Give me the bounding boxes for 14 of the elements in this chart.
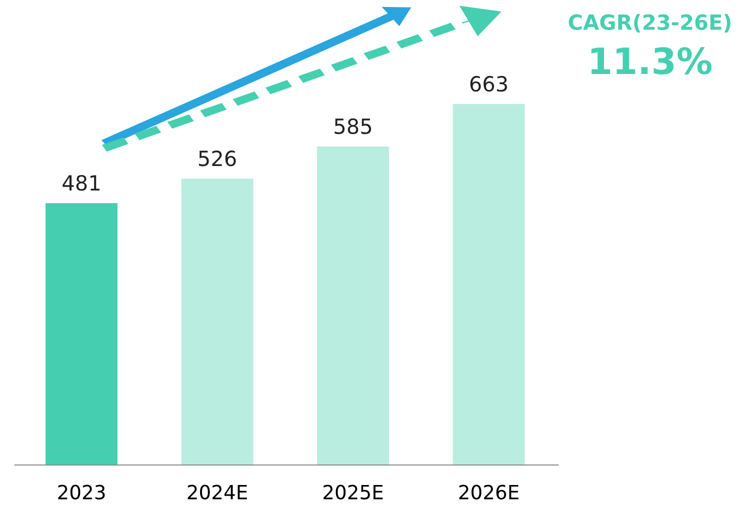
x-tick-label: 2024E <box>188 484 247 500</box>
bar <box>452 104 525 465</box>
data-label: 526 <box>198 150 236 166</box>
x-tick-label: 2023 <box>58 484 105 500</box>
bar <box>181 178 254 465</box>
data-label: 663 <box>470 76 507 92</box>
text: 11.3% <box>591 47 712 74</box>
x-tick-label: 2025E <box>324 484 383 500</box>
x-tick-label: 2026E <box>459 484 518 500</box>
bar <box>46 203 118 465</box>
data-label: 585 <box>334 118 372 134</box>
bar <box>317 146 389 465</box>
data-label: 481 <box>62 175 100 191</box>
text: CAGR(23-26E) <box>568 14 730 32</box>
